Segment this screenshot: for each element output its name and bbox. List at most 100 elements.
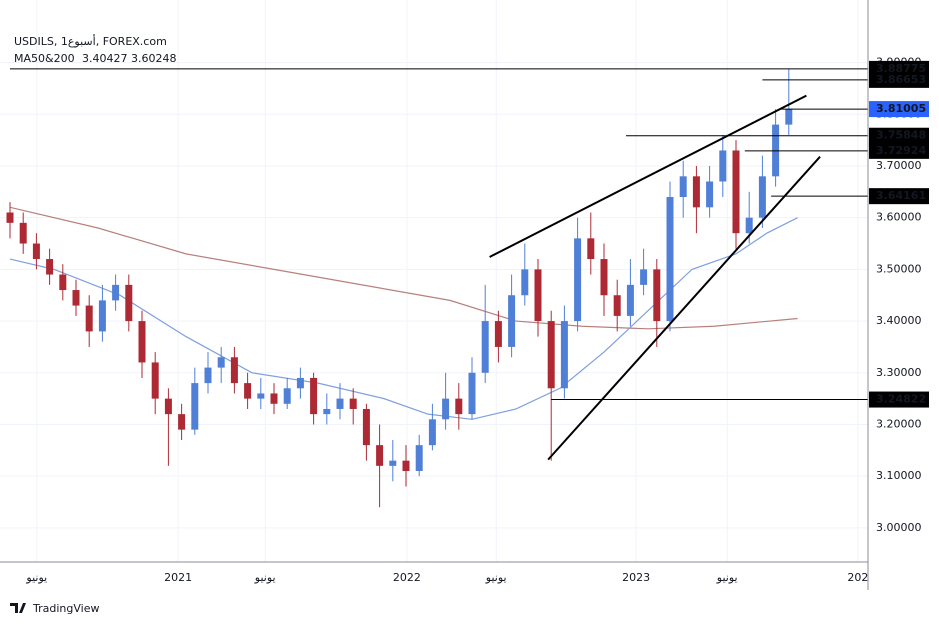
y-tick-label: 3.30000 (876, 366, 922, 379)
level-label: 3.72924 (876, 144, 926, 157)
candle-body (230, 357, 238, 384)
candle-body (587, 238, 595, 260)
candle-body (732, 150, 740, 234)
candle-body (362, 408, 370, 446)
candle-body (125, 284, 133, 322)
symbol-title: USDILS, 1أسبوع, FOREX.com (14, 34, 167, 48)
candle-body (376, 445, 384, 466)
candle-body (178, 414, 186, 430)
candle-body (706, 181, 714, 208)
candle-body (534, 269, 542, 322)
candle-body (745, 217, 753, 234)
indicator-name: MA50&200 (14, 52, 75, 65)
candle-body (349, 398, 357, 409)
candle-body (600, 259, 608, 296)
logo-text: TradingView (32, 602, 99, 615)
y-tick-label: 3.50000 (876, 262, 922, 275)
candle-body (19, 222, 27, 244)
y-tick-label: 3.70000 (876, 159, 922, 172)
candle-body (508, 295, 516, 347)
y-tick-label: 3.00000 (876, 521, 922, 534)
indicator-value: 3.40427 (82, 52, 128, 65)
y-tick-label: 3.20000 (876, 417, 922, 430)
candle-body (468, 372, 476, 415)
level-label-box (869, 71, 929, 88)
x-tick-label: يونيو (254, 571, 276, 584)
candle-body (521, 269, 529, 296)
plot-area (6, 68, 868, 508)
x-tick-label: 2021 (164, 571, 192, 584)
candle-body (442, 398, 450, 420)
logo-icon (10, 603, 26, 613)
candle-body (574, 238, 582, 322)
level-label: 3.64161 (876, 189, 926, 202)
candle-body (402, 460, 410, 472)
trend-line (547, 155, 821, 461)
level-label-box (869, 101, 929, 118)
candle-body (59, 274, 67, 291)
candle-body (164, 398, 172, 415)
candle-body (6, 212, 14, 223)
candle-body (455, 398, 463, 415)
candle-body (217, 357, 225, 368)
price-axis: 3.00000 3.10000 3.20000 3.30000 3.40000 3.500… (869, 56, 929, 534)
candle-body (494, 321, 502, 347)
candle-body (244, 383, 252, 399)
level-label: 3.24822 (876, 393, 926, 406)
candle-body (653, 269, 661, 322)
level-label: 3.86653 (876, 73, 926, 86)
level-label-box (869, 127, 929, 144)
level-label: 3.88775 (876, 62, 926, 75)
candle-body (112, 284, 120, 301)
x-tick-label: 2023 (622, 571, 650, 584)
candle-body (428, 419, 436, 446)
level-label-box (869, 142, 929, 159)
candle-body (191, 383, 199, 430)
candle-body (204, 367, 212, 384)
candle-body (758, 176, 766, 218)
candle-body (389, 460, 397, 466)
x-tick-label: يونيو (25, 571, 47, 584)
candle-body (323, 408, 331, 415)
y-tick-label: 3.60000 (876, 211, 922, 224)
candle-body (613, 295, 621, 316)
candle-body (785, 109, 793, 125)
x-tick-label: 2022 (393, 571, 421, 584)
candle-body (626, 284, 634, 316)
candle-body (98, 300, 106, 332)
candle-body (283, 388, 291, 404)
candle-body (481, 321, 489, 373)
candle-body (296, 377, 304, 389)
indicator-value: 3.60248 (131, 52, 177, 65)
candle-body (32, 243, 40, 260)
level-label-box (869, 188, 929, 205)
candle-body (640, 269, 648, 285)
candle-body (692, 176, 700, 208)
candle-body (270, 393, 278, 404)
candle-body (257, 393, 265, 399)
level-label: 3.81005 (876, 102, 926, 115)
candle-body (72, 290, 80, 306)
candle-body (151, 362, 159, 399)
candle-body (547, 321, 555, 389)
x-tick-label: يونيو (485, 571, 507, 584)
candle-body (310, 377, 318, 415)
trend-line (489, 94, 807, 258)
x-tick-label: يونيو (716, 571, 738, 584)
candle-body (46, 259, 54, 275)
candle-body (336, 398, 344, 409)
candle-body (85, 305, 93, 332)
y-tick-label: 3.40000 (876, 314, 922, 327)
level-label: 3.75848 (876, 129, 926, 142)
candle-body (560, 321, 568, 389)
logo: TradingView (10, 602, 99, 615)
level-label-box (869, 391, 929, 408)
candle-body (679, 176, 687, 197)
x-tick-label: 202 (847, 571, 868, 584)
candle-body (138, 321, 146, 363)
candle-body (415, 445, 423, 472)
candle-body (719, 150, 727, 182)
candle-body (666, 196, 674, 322)
